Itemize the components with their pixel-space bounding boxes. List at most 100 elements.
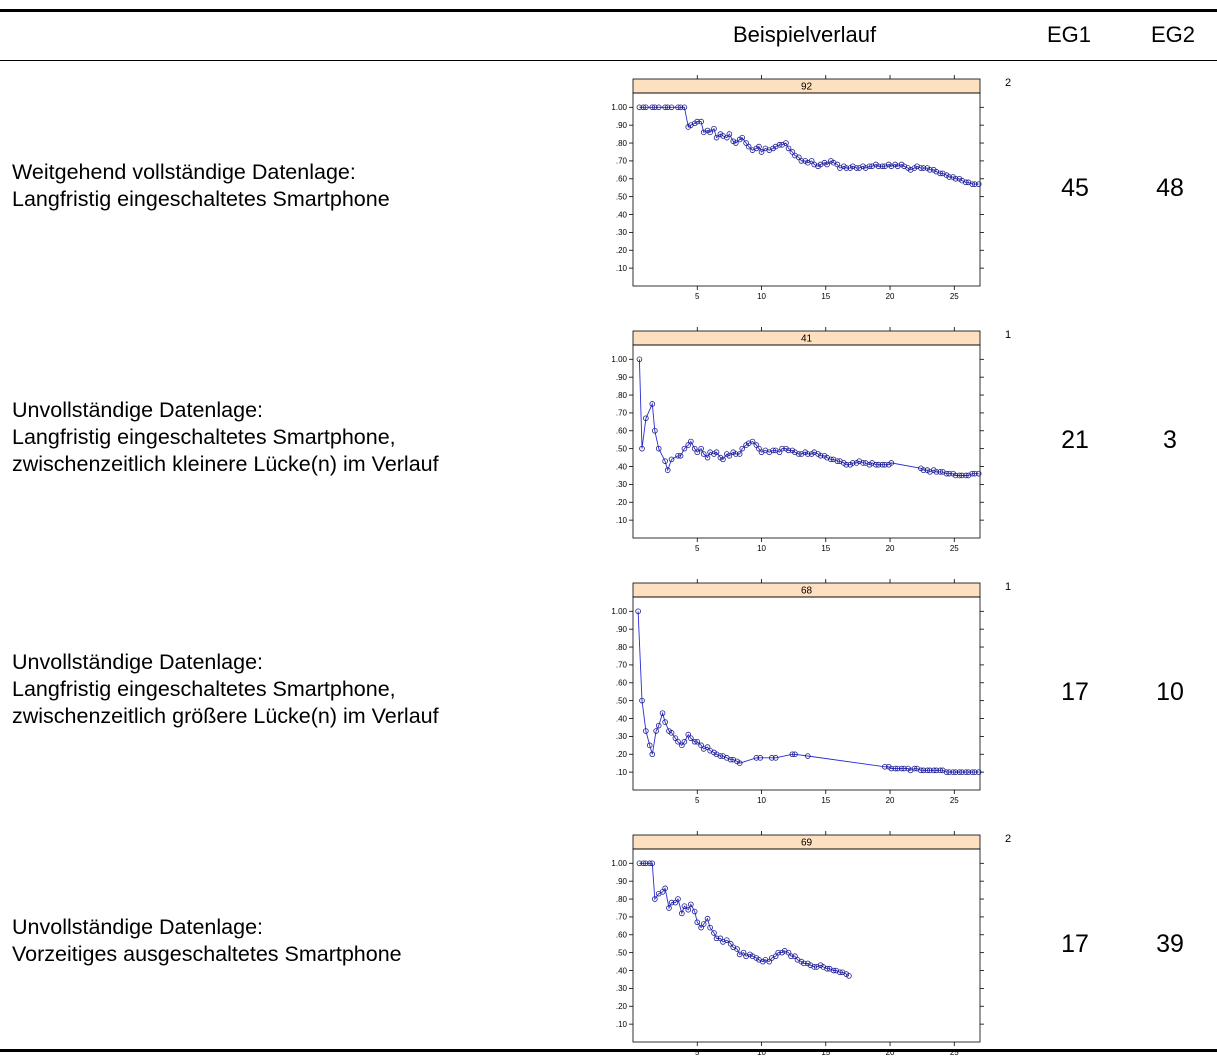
data-point — [898, 765, 905, 772]
data-point — [707, 129, 713, 136]
x-tick-label: 15 — [821, 796, 830, 805]
data-point — [817, 452, 824, 459]
data-point — [688, 901, 694, 908]
data-point — [749, 438, 756, 445]
y-tick-label: .30 — [616, 228, 628, 237]
data-point — [956, 769, 963, 775]
data-point — [975, 181, 982, 187]
data-point — [675, 896, 681, 902]
data-point — [873, 461, 879, 468]
data-point — [830, 967, 837, 974]
data-point — [685, 731, 692, 738]
data-point — [675, 104, 681, 111]
data-point — [834, 458, 841, 464]
data-point — [691, 908, 698, 915]
data-point — [846, 973, 852, 979]
data-point — [849, 460, 856, 466]
data-point — [753, 442, 760, 448]
data-point — [785, 145, 792, 152]
data-point — [720, 456, 726, 463]
data-point — [717, 753, 724, 759]
x-tick-label: 20 — [886, 292, 895, 301]
header-eg1: EG1 — [1047, 22, 1092, 47]
x-tick-label: 20 — [886, 1048, 895, 1056]
header-eg2: EG2 — [1151, 22, 1196, 47]
data-point — [772, 953, 779, 960]
data-point — [901, 765, 907, 772]
group-label: 2 — [1005, 833, 1011, 845]
data-point — [789, 149, 796, 155]
data-point — [930, 767, 937, 774]
eg1-count: 21 — [1061, 426, 1089, 454]
data-point — [804, 451, 811, 457]
data-point — [640, 860, 647, 867]
y-tick-label: .80 — [616, 139, 628, 148]
data-point — [713, 935, 720, 942]
table-top-rule — [0, 9, 1217, 12]
data-point — [946, 174, 952, 180]
data-point — [707, 924, 713, 931]
data-point — [643, 104, 649, 111]
x-tick-label: 25 — [950, 292, 959, 301]
line-chart: 68 15 10 15 20 251.00.90.80.70.60.50.40.30.20… — [611, 579, 1011, 805]
data-point — [756, 445, 762, 452]
data-point — [792, 953, 798, 960]
y-tick-label: .10 — [616, 264, 628, 273]
data-point — [937, 170, 943, 177]
data-point — [662, 458, 668, 464]
data-point — [659, 889, 666, 895]
y-tick-label: .80 — [616, 643, 628, 652]
y-tick-label: .70 — [616, 661, 628, 670]
data-point — [766, 958, 773, 965]
y-tick-label: .90 — [616, 121, 628, 130]
y-tick-label: .10 — [616, 1020, 628, 1029]
data-point — [643, 415, 649, 422]
panel-frame — [632, 344, 981, 539]
data-point — [675, 452, 681, 459]
data-point — [662, 885, 668, 892]
y-tick-label: .90 — [616, 373, 628, 382]
data-point — [920, 165, 927, 171]
data-point — [649, 104, 656, 111]
x-tick-label: 20 — [886, 544, 895, 553]
x-tick-label: 10 — [757, 292, 766, 301]
data-point — [664, 467, 671, 473]
data-point — [785, 949, 792, 956]
y-tick-label: .40 — [616, 966, 628, 975]
y-tick-label: .60 — [616, 175, 628, 184]
data-point — [649, 751, 656, 758]
data-point — [888, 765, 895, 772]
y-tick-label: .90 — [616, 625, 628, 634]
data-point — [724, 937, 730, 943]
data-point — [646, 742, 653, 749]
line-chart: 41 15 10 15 20 251.00.90.80.70.60.50.40.30.20… — [611, 327, 1011, 553]
y-tick-label: .20 — [616, 750, 628, 759]
data-point — [875, 163, 882, 170]
data-point — [776, 142, 783, 148]
table-header-rule — [0, 60, 1217, 61]
data-point — [927, 167, 933, 173]
panel-frame — [632, 596, 981, 791]
data-point — [655, 722, 662, 729]
data-point — [952, 175, 959, 182]
data-point — [888, 460, 895, 466]
y-tick-label: .20 — [616, 498, 628, 507]
x-tick-label: 20 — [886, 796, 895, 805]
x-tick-label: 25 — [950, 1048, 959, 1056]
series-line — [637, 611, 979, 773]
data-point — [853, 165, 860, 171]
row-label-line: Langfristig eingeschaltetes Smartphone, — [12, 425, 396, 449]
data-point — [972, 181, 978, 187]
row-label-line: zwischenzeitlich kleinere Lücke(n) im Ve… — [12, 452, 439, 476]
data-point — [972, 769, 978, 775]
data-point — [959, 769, 965, 775]
data-point — [640, 104, 647, 111]
data-point — [694, 738, 701, 745]
data-point — [677, 104, 684, 111]
data-point — [745, 143, 752, 150]
x-tick-label: 25 — [950, 796, 959, 805]
data-point — [700, 921, 707, 927]
data-point — [668, 730, 675, 736]
data-point — [808, 158, 815, 164]
series-line — [639, 862, 850, 977]
